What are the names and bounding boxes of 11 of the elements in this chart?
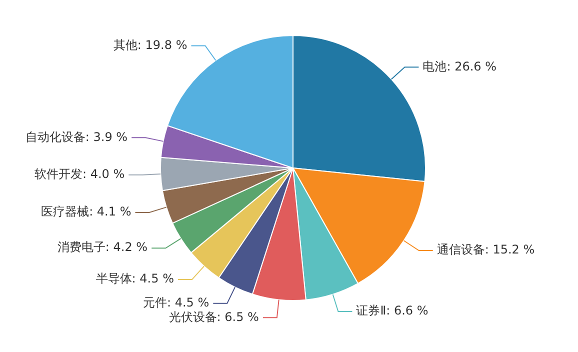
slice-label: 其他: 19.8 % xyxy=(113,38,188,52)
slice-label: 元件: 4.5 % xyxy=(142,295,210,310)
slice-label: 半导体: 4.5 % xyxy=(96,272,174,286)
slice-label: 电池: 26.6 % xyxy=(422,59,497,74)
slice-label: 自动化设备: 3.9 % xyxy=(25,130,128,144)
slice-label: 证券Ⅱ: 6.6 % xyxy=(356,304,428,318)
slice-label: 软件开发: 4.0 % xyxy=(34,166,125,181)
slice-label: 光伏设备: 6.5 % xyxy=(168,310,259,324)
slice-label: 医疗器械: 4.1 % xyxy=(41,204,132,219)
slice-label: 通信设备: 15.2 % xyxy=(436,242,535,257)
slice-label: 消费电子: 4.2 % xyxy=(57,240,148,254)
